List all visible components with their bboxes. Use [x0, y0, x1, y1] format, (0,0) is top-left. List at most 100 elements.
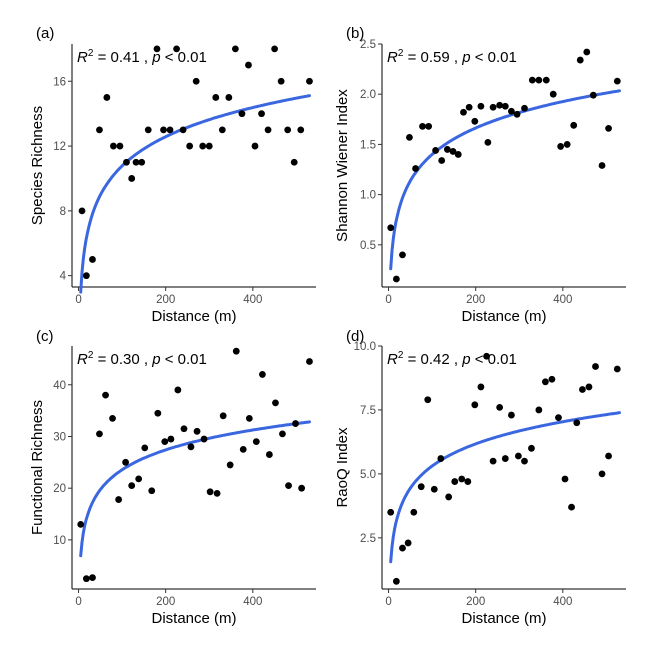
data-point: [89, 574, 96, 582]
data-point: [297, 126, 305, 134]
data-point: [200, 435, 208, 443]
x-tick-label: 0: [75, 294, 81, 306]
panel-1: (a) 4 8 12 16 0 200 400 Distance (m) Species Rich…: [29, 25, 316, 325]
data-point: [231, 45, 239, 53]
data-point: [508, 411, 515, 419]
data-point: [392, 275, 400, 283]
data-point: [251, 142, 259, 150]
data-point: [271, 45, 279, 53]
x-tick-label: 0: [385, 294, 391, 306]
data-point: [443, 146, 451, 153]
data-point: [483, 352, 490, 360]
x-axis-label: Distance (m): [151, 610, 236, 627]
x-tick-label: 200: [156, 294, 175, 306]
data-point: [399, 544, 406, 552]
data-point: [199, 142, 207, 150]
data-point: [501, 102, 509, 110]
data-point: [458, 475, 466, 483]
x-tick-label: 200: [466, 596, 485, 608]
data-point: [213, 489, 221, 497]
y-tick-label: 8: [60, 206, 66, 218]
data-point: [445, 493, 453, 501]
data-point: [180, 425, 188, 433]
r2-annotation: R2 = 0.30 , p < 0.01: [77, 350, 207, 368]
y-tick-label: 1.0: [360, 190, 376, 202]
data-point: [613, 365, 621, 373]
data-point: [437, 455, 445, 462]
y-tick-label: 5.0: [360, 469, 376, 481]
data-point: [576, 56, 584, 64]
data-point: [432, 147, 439, 154]
y-axis-label: Species Richness: [29, 106, 46, 225]
data-point: [399, 251, 406, 259]
panel-letter: (d): [346, 328, 364, 345]
data-point: [521, 104, 528, 112]
data-point: [548, 375, 556, 383]
data-point: [583, 48, 591, 56]
x-tick-label: 0: [385, 596, 391, 608]
data-point: [306, 77, 313, 85]
x-tick-label: 400: [553, 294, 572, 306]
data-point: [417, 483, 425, 491]
data-point: [464, 478, 472, 485]
data-point: [258, 110, 265, 118]
data-point: [542, 76, 550, 84]
data-point: [122, 458, 129, 466]
x-tick-label: 400: [243, 596, 262, 608]
data-point: [153, 45, 161, 53]
data-point: [585, 383, 593, 391]
data-point: [535, 76, 543, 84]
y-tick-label: 0.5: [360, 240, 376, 252]
y-tick-label: 40: [53, 380, 66, 392]
data-point: [410, 508, 418, 516]
data-point: [135, 475, 143, 483]
data-point: [514, 452, 522, 460]
data-point: [218, 126, 226, 134]
data-point: [598, 162, 606, 169]
data-point: [573, 419, 581, 427]
data-point: [277, 77, 285, 85]
data-point: [77, 520, 85, 528]
data-point: [605, 124, 612, 132]
data-point: [82, 272, 90, 280]
data-point: [477, 383, 485, 391]
data-point: [549, 90, 557, 98]
data-point: [239, 446, 247, 453]
y-tick-label: 7.5: [360, 405, 376, 417]
data-point: [123, 158, 130, 166]
data-point: [166, 126, 174, 134]
data-point: [508, 107, 515, 115]
data-point: [484, 139, 492, 146]
data-point: [161, 438, 169, 446]
data-point: [561, 475, 569, 483]
data-point: [160, 126, 167, 134]
data-point: [186, 142, 194, 150]
data-point: [513, 110, 521, 118]
panel-letter: (c): [36, 328, 54, 345]
data-point: [570, 121, 578, 129]
data-point: [89, 256, 96, 263]
y-tick-label: 30: [53, 431, 66, 443]
data-point: [419, 122, 426, 130]
data-point: [451, 478, 459, 485]
data-point: [438, 157, 446, 164]
data-point: [424, 396, 432, 404]
x-tick-label: 200: [466, 294, 485, 306]
data-point: [245, 414, 253, 422]
data-point: [489, 103, 497, 111]
data-point: [521, 457, 528, 465]
data-point: [489, 457, 497, 465]
data-point: [425, 122, 433, 130]
data-point: [132, 158, 140, 166]
r2-annotation: R2 = 0.41 , p < 0.01: [77, 48, 207, 66]
data-point: [154, 409, 162, 417]
data-point: [206, 488, 214, 496]
data-point: [454, 151, 462, 158]
data-point: [179, 126, 187, 134]
y-tick-label: 10: [53, 535, 66, 547]
data-point: [252, 438, 260, 446]
y-tick-label: 2.5: [360, 39, 376, 51]
data-point: [173, 45, 180, 53]
y-axis-label: RaoQ Index: [334, 427, 351, 508]
